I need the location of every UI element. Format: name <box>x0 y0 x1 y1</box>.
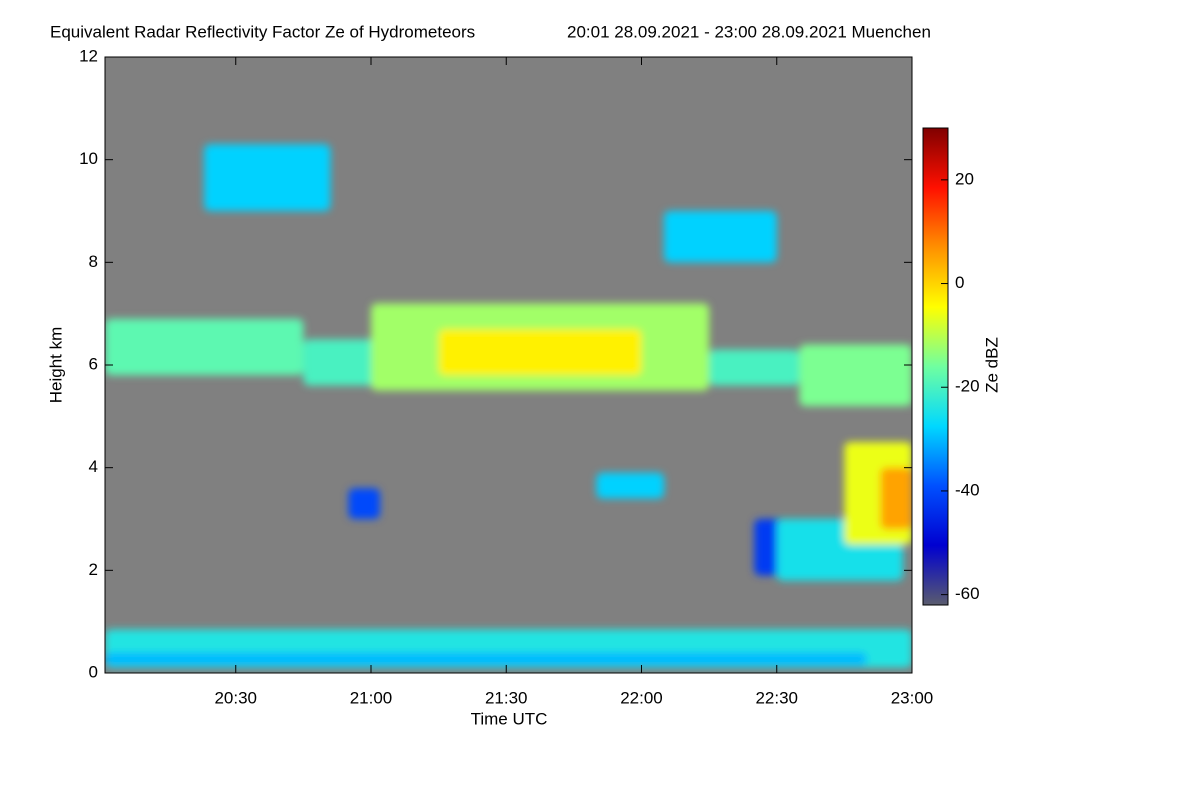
colorbar-label: Ze dBZ <box>982 337 1001 393</box>
x-tick-label: 23:00 <box>891 688 934 707</box>
cell <box>348 488 381 519</box>
cell <box>596 472 665 499</box>
x-tick-label: 22:00 <box>620 688 663 707</box>
colorbar-tick-label: -60 <box>955 584 980 603</box>
cell <box>664 211 777 263</box>
cell <box>709 349 800 386</box>
x-tick-label: 21:30 <box>485 688 528 707</box>
cell <box>105 318 304 376</box>
chart-subtitle: 20:01 28.09.2021 - 23:00 28.09.2021 Muen… <box>567 22 931 41</box>
x-tick-label: 20:30 <box>214 688 257 707</box>
cells <box>105 144 912 668</box>
colorbar <box>922 127 949 606</box>
cell <box>438 329 642 376</box>
y-tick-label: 10 <box>79 149 98 168</box>
cell <box>799 344 912 407</box>
colorbar-tick-label: -40 <box>955 480 980 499</box>
colorbar-tick-label: 20 <box>955 169 974 188</box>
cell <box>105 652 867 666</box>
y-tick-label: 2 <box>89 560 98 579</box>
y-tick-label: 4 <box>89 457 98 476</box>
cell <box>880 467 912 530</box>
y-tick-label: 6 <box>89 354 98 373</box>
cell <box>204 144 331 211</box>
x-tick-label: 22:30 <box>755 688 798 707</box>
cell <box>303 339 381 386</box>
colorbar-tick-label: 0 <box>955 273 964 292</box>
x-tick-label: 21:00 <box>350 688 393 707</box>
y-tick-label: 8 <box>89 252 98 271</box>
y-tick-label: 12 <box>79 46 98 65</box>
chart-title: Equivalent Radar Reflectivity Factor Ze … <box>50 22 475 41</box>
x-axis-label: Time UTC <box>471 709 548 728</box>
y-axis-label: Height km <box>46 327 65 404</box>
y-tick-label: 0 <box>89 662 98 681</box>
colorbar-tick-label: -20 <box>955 377 980 396</box>
